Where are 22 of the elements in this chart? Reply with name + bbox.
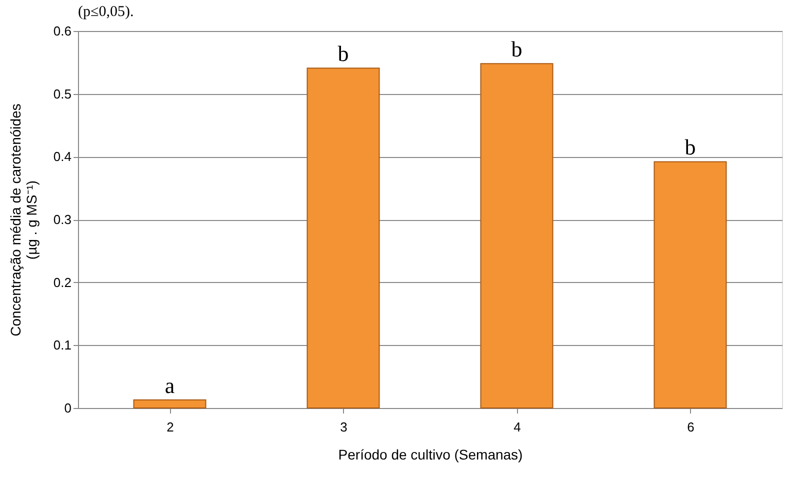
x-tick-label: 2 (166, 420, 174, 434)
x-axis-title: Período de cultivo (Semanas) (338, 446, 523, 462)
x-tick-label: 3 (340, 420, 348, 434)
data-label: a (164, 372, 175, 398)
bar (306, 68, 380, 408)
y-tick-label: 0.6 (53, 24, 72, 38)
x-tick-label: 6 (687, 420, 694, 434)
bar (133, 399, 206, 408)
data-label: b (338, 41, 349, 66)
y-tick-label: 0.3 (53, 212, 72, 227)
y-tick-label: 0.5 (53, 86, 72, 102)
data-label: b (684, 134, 696, 160)
text: (p≤0,05). (78, 4, 134, 20)
x-tick-label: 4 (514, 420, 521, 434)
bar (654, 161, 727, 408)
bar (480, 63, 554, 408)
y-tick-label: 0.2 (53, 274, 72, 290)
y-tick-label: 0.1 (53, 338, 72, 353)
y-tick-label: 0 (64, 400, 72, 416)
data-label: b (511, 36, 522, 62)
y-axis-title: Concentração média de carotenóides (µg . g MS⁻¹) (7, 104, 40, 336)
y-tick-label: 0.4 (53, 149, 72, 164)
